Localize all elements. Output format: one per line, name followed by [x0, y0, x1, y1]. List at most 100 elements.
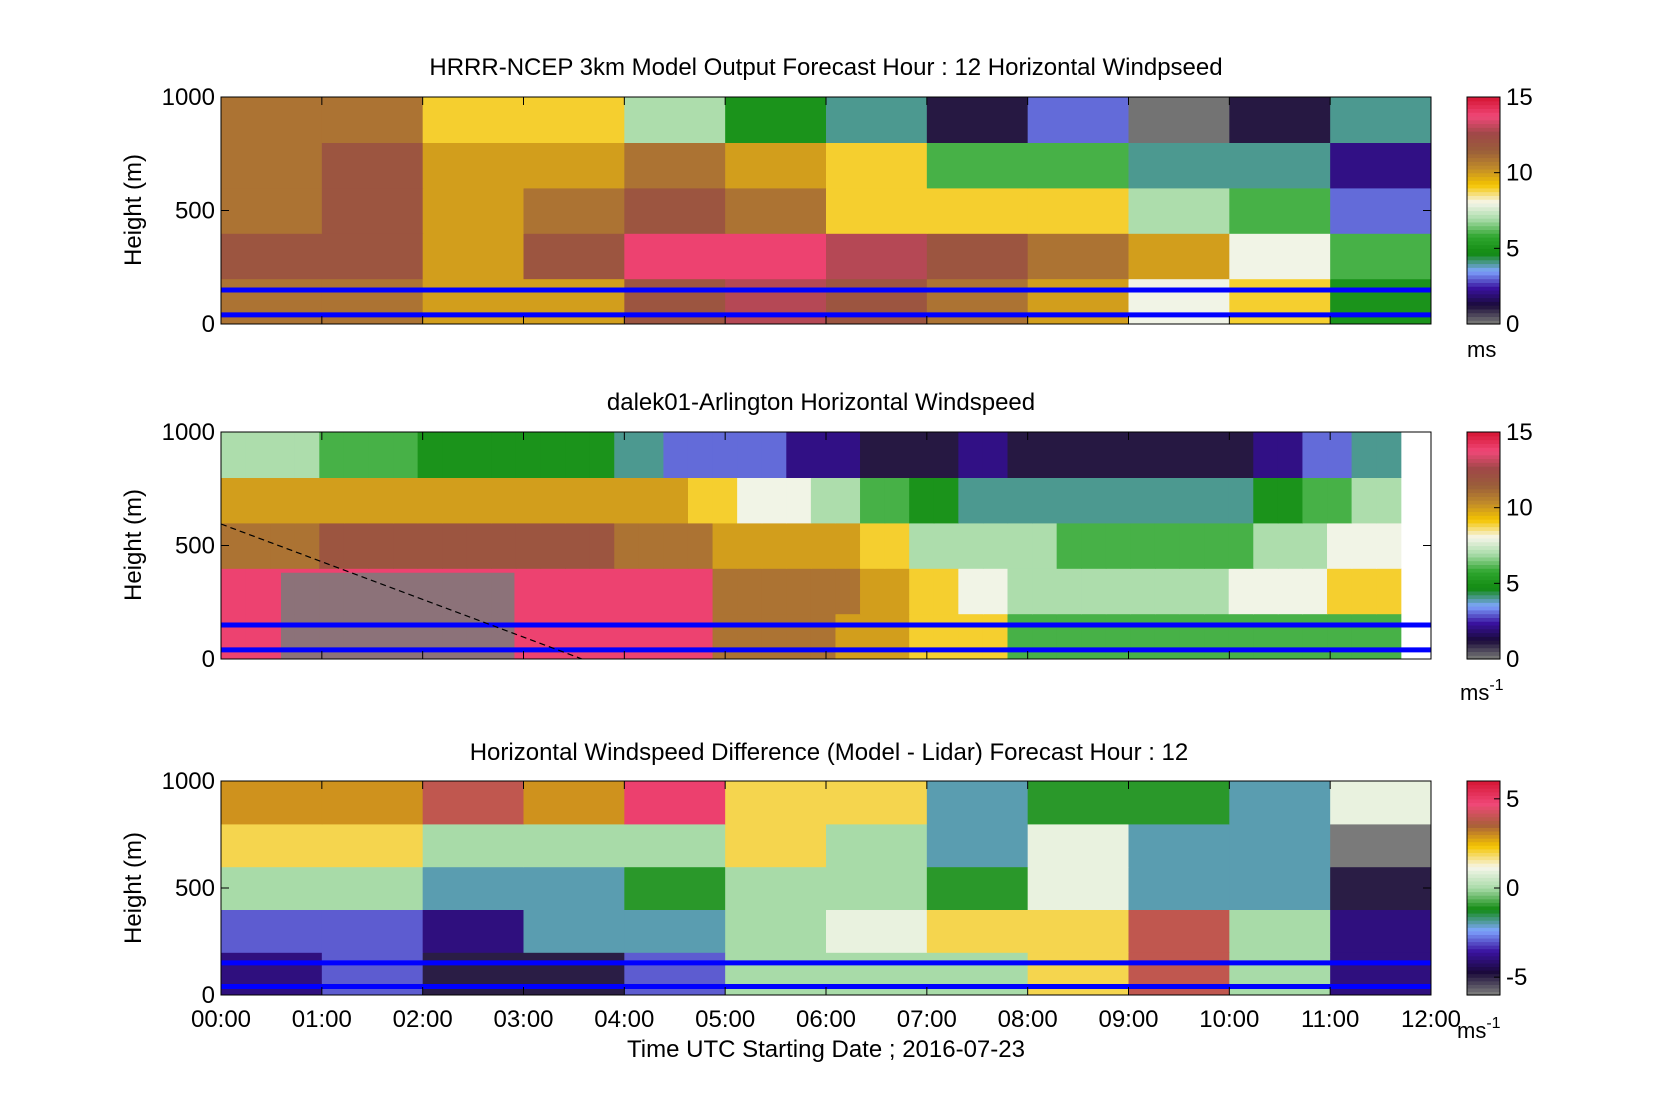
panel-difference-cells	[221, 781, 1431, 995]
panel-difference-colorbar-swatch	[1467, 805, 1500, 811]
panel-lidar-colorbar-swatch	[1467, 522, 1500, 528]
panel-lidar-cell	[1277, 477, 1304, 524]
panel-lidar-cell	[884, 477, 910, 524]
panel-model-colorbar-swatch	[1467, 240, 1500, 246]
panel-lidar-cell	[270, 432, 296, 478]
panel-difference-cell	[1330, 823, 1431, 868]
panel-model-colorbar-swatch	[1467, 153, 1500, 159]
panel-lidar-cell	[1154, 477, 1181, 524]
panel-model-cell	[926, 142, 1029, 189]
panel-difference-cell	[1330, 866, 1431, 910]
panel-lidar-colorbar-swatch	[1467, 583, 1500, 588]
panel-lidar-cell	[958, 568, 984, 615]
panel-model-cell	[826, 97, 928, 143]
panel-lidar-colorbar-swatch	[1467, 435, 1500, 441]
panel-lidar-cell	[663, 613, 689, 659]
panel-lidar-cell	[1302, 522, 1328, 569]
panel-model-colorbar-swatch	[1467, 297, 1500, 302]
panel-lidar-xticks	[220, 432, 1432, 659]
panel-lidar-cell	[491, 522, 517, 569]
xtick-label: 01:00	[292, 1006, 352, 1033]
panel-lidar-cell	[786, 522, 812, 569]
panel-lidar-cell	[515, 432, 542, 478]
panel-lidar-cell	[221, 613, 247, 659]
panel-model-cell	[422, 233, 525, 280]
panel-lidar-cell	[1154, 613, 1181, 659]
panel-difference-colorbar-swatch	[1467, 813, 1500, 818]
panel-lidar-colorbar-swatch	[1467, 636, 1500, 641]
panel-lidar-cell	[1351, 432, 1377, 478]
panel-lidar-cell	[1179, 432, 1205, 478]
panel-model-cell	[422, 97, 525, 143]
panel-lidar-cell	[958, 432, 984, 478]
panel-model-cell	[926, 278, 1029, 324]
panel-lidar-cell	[761, 477, 787, 524]
panel-lidar-cell	[1130, 432, 1156, 478]
panel-difference-cell	[422, 781, 525, 825]
panel-difference-colorbar-tick-label: -5	[1506, 964, 1527, 991]
xtick-label: 02:00	[393, 1006, 453, 1033]
panel-difference-cell	[523, 909, 625, 953]
panel-lidar-cell	[515, 613, 542, 659]
panel-difference-cell	[523, 866, 625, 910]
xtick-label: 07:00	[897, 1006, 957, 1033]
panel-difference-cell	[1027, 866, 1130, 910]
panel-lidar-cell	[933, 613, 959, 659]
panel-model-colorbar-unit: ms	[1467, 337, 1496, 362]
panel-difference-cell	[1027, 909, 1130, 953]
panel-model-colorbar-tick-label: 5	[1506, 235, 1519, 262]
panel-lidar-cell	[1228, 522, 1254, 569]
panel-difference-colorbar-swatch	[1467, 962, 1500, 968]
panel-model-cell	[1128, 233, 1230, 280]
panel-model-colorbar-swatch	[1467, 316, 1500, 321]
panel-lidar-cell	[540, 568, 566, 615]
panel-lidar-cell	[1228, 568, 1254, 615]
panel-lidar-colorbar-swatch	[1467, 469, 1500, 475]
panel-model-cell	[1330, 142, 1431, 189]
panel-model-cell	[826, 278, 928, 324]
panel-lidar-cell	[884, 568, 910, 615]
panel-lidar-cell	[491, 432, 517, 478]
panel-lidar-cell	[565, 522, 591, 569]
panel-lidar-colorbar-swatch	[1467, 507, 1500, 513]
panel-lidar-colorbar-swatch	[1467, 579, 1500, 584]
panel-lidar-cell	[786, 477, 812, 524]
panel-lidar-cell	[1327, 432, 1353, 478]
panel-difference-colorbar-swatch	[1467, 888, 1500, 893]
panel-lidar-cell	[1032, 613, 1058, 659]
panel-model-colorbar-swatch	[1467, 172, 1500, 178]
panel-lidar-cell	[1228, 613, 1254, 659]
panel-lidar-cell	[933, 522, 959, 569]
x-axis-label: Time UTC Starting Date ; 2016-07-23	[627, 1036, 1025, 1063]
panel-lidar-cell	[221, 477, 247, 524]
panel-lidar-cell	[1253, 477, 1279, 524]
panel-lidar-cell	[835, 613, 861, 659]
panel-lidar-cell	[884, 432, 910, 478]
panel-difference-colorbar-swatch	[1467, 970, 1500, 975]
panel-lidar-cell	[761, 522, 787, 569]
panel-difference-colorbar-swatch	[1467, 798, 1500, 803]
panel-model-cell	[221, 187, 323, 234]
panel-lidar-cell	[1253, 613, 1279, 659]
panel-lidar-cell	[1154, 568, 1181, 615]
panel-lidar-cell	[1253, 568, 1279, 615]
panel-difference-colorbar-swatch	[1467, 841, 1500, 846]
panel-lidar-colorbar-swatch	[1467, 640, 1500, 645]
panel-lidar-cell	[245, 522, 271, 569]
panel-lidar-cell	[687, 432, 714, 478]
panel-lidar-cell	[737, 522, 763, 569]
panel-difference-colorbar-swatch	[1467, 802, 1500, 807]
panel-model-colorbar-swatch	[1467, 206, 1500, 212]
panel-difference-cell	[321, 952, 424, 995]
panel-lidar-cell	[1327, 522, 1353, 569]
panel-model-xticks	[220, 97, 1432, 324]
panel-lidar-colorbar-swatch	[1467, 534, 1500, 539]
panel-lidar-cell	[1130, 477, 1156, 524]
panel-lidar-colorbar-swatch	[1467, 519, 1500, 524]
panel-lidar-colorbar-swatch	[1467, 602, 1500, 607]
panel-lidar-cell	[786, 432, 812, 478]
panel-model-ytick-label: 1000	[162, 84, 215, 111]
panel-lidar-cell	[1302, 477, 1328, 524]
panel-lidar-cell	[368, 432, 394, 478]
panel-lidar-cell	[1253, 522, 1279, 569]
